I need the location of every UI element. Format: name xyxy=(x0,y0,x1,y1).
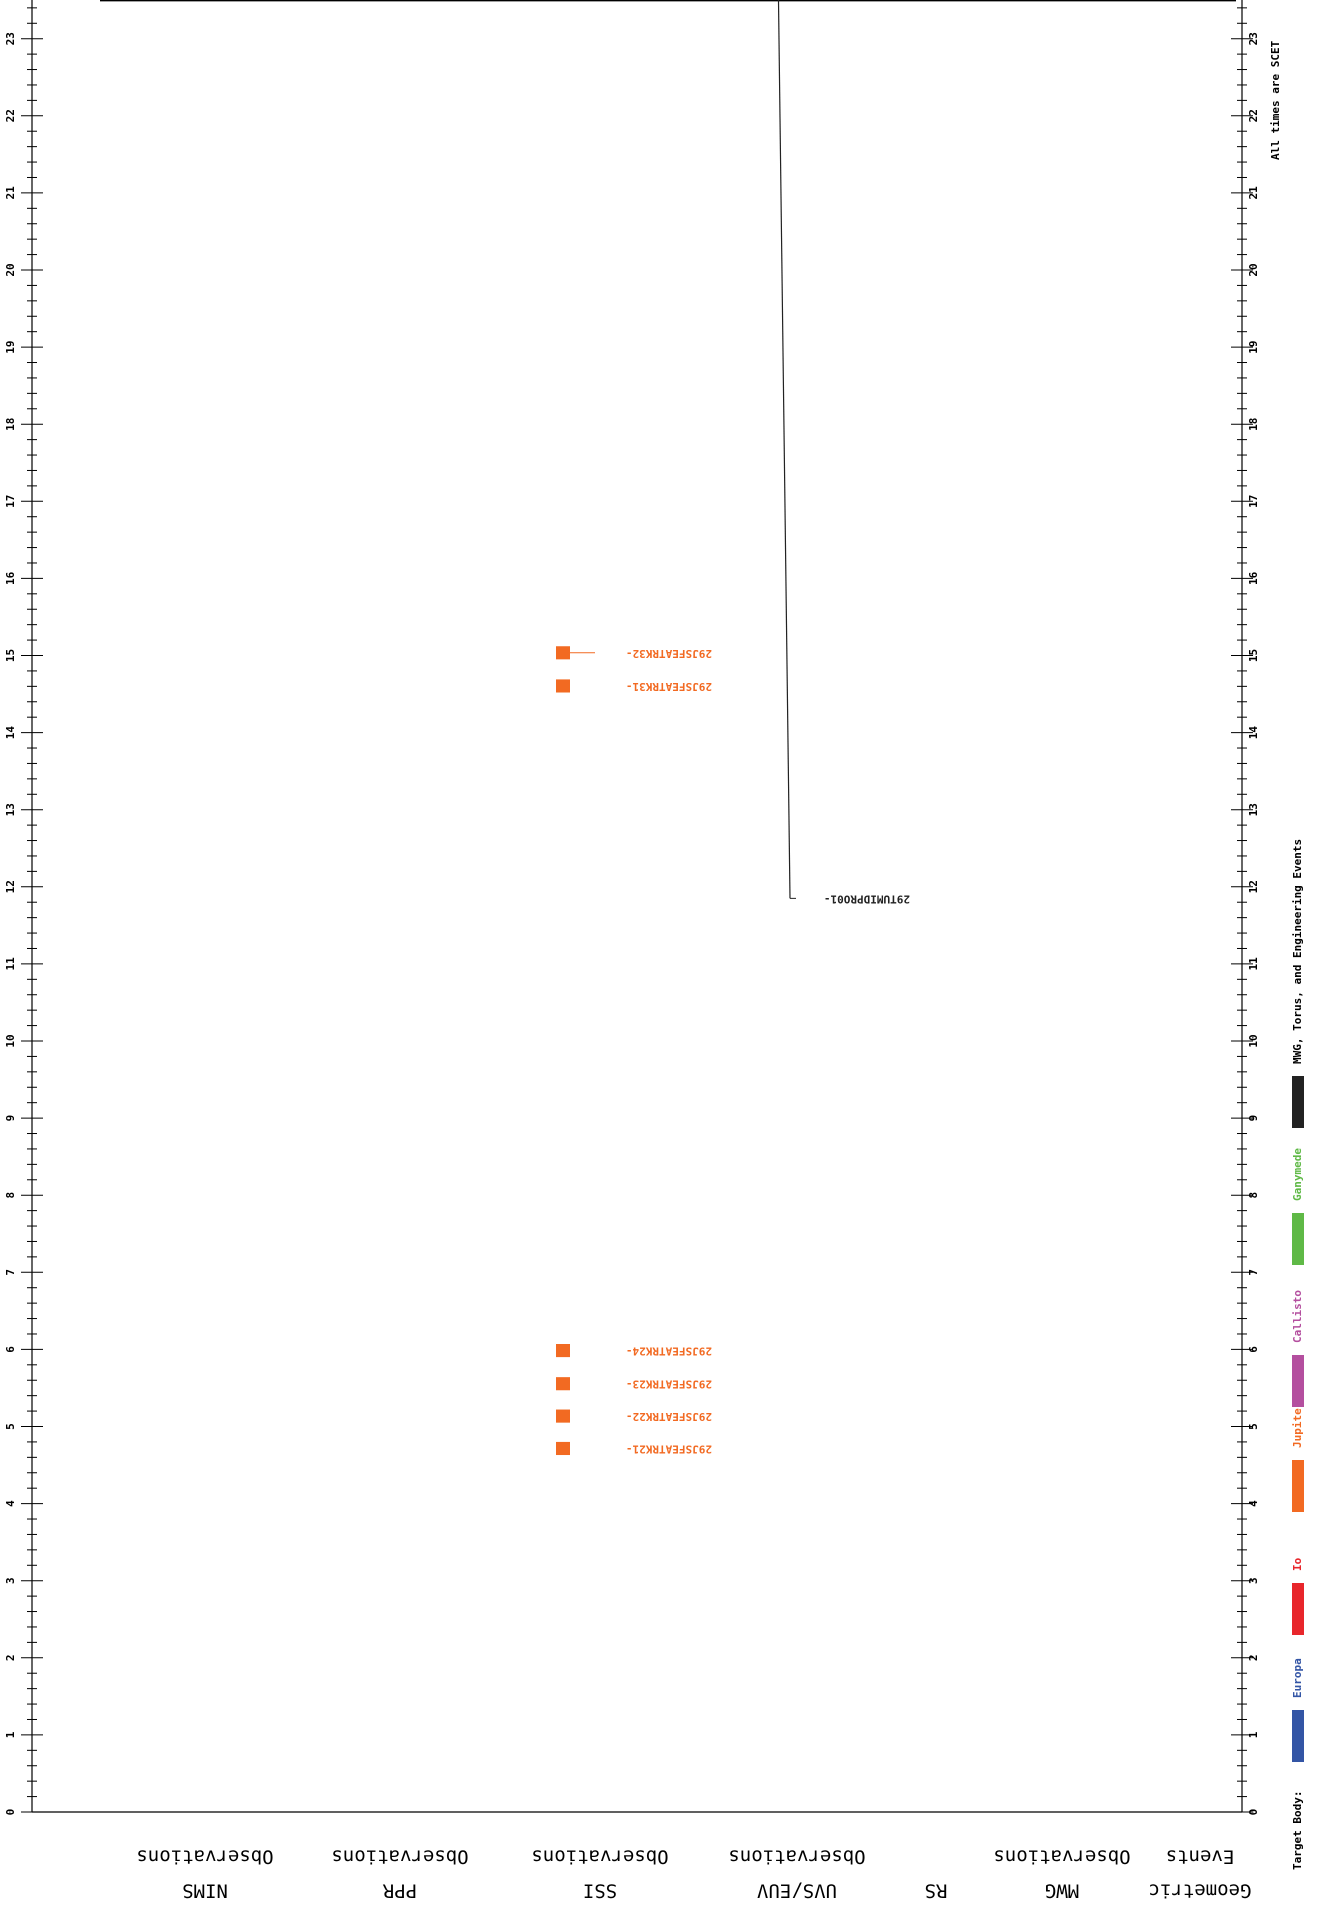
left-tick-label: 6 xyxy=(4,1346,17,1353)
column-subheader-mwg: Observations xyxy=(993,1846,1130,1868)
left-tick-label: 11 xyxy=(4,957,17,971)
left-tick-label: 21 xyxy=(4,186,17,200)
left-tick-label: 12 xyxy=(4,880,17,893)
right-tick-label: 1 xyxy=(1247,1731,1260,1738)
right-tick-label: 17 xyxy=(1247,495,1260,508)
observation-bar xyxy=(556,1377,570,1391)
legend-swatch xyxy=(1292,1076,1304,1128)
right-tick-label: 9 xyxy=(1247,1115,1260,1122)
observation-label: 29JSFEATRK22- xyxy=(626,1410,712,1423)
legend-label: Europa xyxy=(1291,1658,1304,1698)
column-header-nims: NIMS xyxy=(182,1880,228,1902)
left-tick-label: 18 xyxy=(4,418,17,431)
left-tick-label: 2 xyxy=(4,1654,17,1661)
column-subheader-geo: Events xyxy=(1166,1846,1235,1868)
right-tick-label: 12 xyxy=(1247,880,1260,893)
observation-label: 29TUMIDPRO01- xyxy=(824,892,910,905)
column-subheader-ssi: Observations xyxy=(531,1846,668,1868)
right-tick-label: 21 xyxy=(1247,186,1260,200)
left-tick-label: 23 xyxy=(4,32,17,45)
legend-swatch xyxy=(1292,1355,1304,1407)
left-tick-label: 13 xyxy=(4,803,17,816)
left-tick-label: 14 xyxy=(4,726,17,740)
right-tick-label: 4 xyxy=(1247,1500,1260,1507)
left-tick-label: 22 xyxy=(4,109,17,122)
left-tick-label: 0 xyxy=(4,1809,17,1816)
observation-bar xyxy=(556,1409,570,1423)
right-tick-label: 18 xyxy=(1247,418,1260,431)
legend-swatch xyxy=(1292,1710,1304,1762)
left-tick-label: 20 xyxy=(4,263,17,276)
left-tick-label: 9 xyxy=(4,1115,17,1122)
column-subheader-nims: Observations xyxy=(136,1846,273,1868)
left-tick-label: 15 xyxy=(4,649,17,662)
observation-label: 29JSFEATRK21- xyxy=(626,1442,712,1455)
right-tick-label: 6 xyxy=(1247,1346,1260,1353)
right-tick-label: 10 xyxy=(1247,1034,1260,1047)
right-tick-label: 7 xyxy=(1247,1269,1260,1276)
left-tick-label: 1 xyxy=(4,1731,17,1738)
column-header-geo: Geometric xyxy=(1149,1880,1252,1902)
left-tick-label: 10 xyxy=(4,1034,17,1047)
observation-bar xyxy=(556,646,570,660)
legend-swatch xyxy=(1292,1460,1304,1512)
right-tick-label: 20 xyxy=(1247,263,1260,276)
column-subheader-uvs: Observations xyxy=(728,1846,865,1868)
right-tick-label: 2 xyxy=(1247,1654,1260,1661)
left-tick-label: 17 xyxy=(4,495,17,508)
left-tick-label: 3 xyxy=(4,1577,17,1584)
right-tick-label: 16 xyxy=(1247,571,1260,585)
column-header-rs: RS xyxy=(925,1880,948,1902)
right-tick-label: 14 xyxy=(1247,726,1260,740)
left-tick-label: 16 xyxy=(4,571,17,585)
left-tick-label: 19 xyxy=(4,340,17,353)
left-tick-label: 8 xyxy=(4,1192,17,1199)
column-header-ssi: SSI xyxy=(583,1880,617,1902)
observation-line xyxy=(777,0,791,899)
right-tick-label: 11 xyxy=(1247,957,1260,971)
right-tick-label: 0 xyxy=(1247,1809,1260,1816)
right-tick-label: 3 xyxy=(1247,1577,1260,1584)
right-tick-label: 23 xyxy=(1247,32,1260,45)
observation-label: 29JSFEATRK23- xyxy=(626,1378,712,1391)
column-header-ppr: PPR xyxy=(382,1880,417,1902)
legend-label: Callisto xyxy=(1291,1290,1304,1343)
column-header-mwg: MWG xyxy=(1045,1880,1079,1902)
observation-label: 29JSFEATRK24- xyxy=(626,1345,712,1358)
right-tick-label: 22 xyxy=(1247,109,1260,122)
legend-label: Ganymede xyxy=(1291,1148,1304,1201)
right-tick-label: 15 xyxy=(1247,649,1260,662)
legend-swatch xyxy=(1292,1583,1304,1635)
observation-bar xyxy=(556,679,570,693)
legend-swatch xyxy=(1292,1213,1304,1265)
right-tick-label: 13 xyxy=(1247,803,1260,816)
observation-bar xyxy=(556,1441,570,1456)
observation-bar xyxy=(556,1344,570,1358)
scet-note: All times are SCET xyxy=(1269,40,1282,160)
legend-label: Jupiter xyxy=(1291,1401,1304,1448)
right-tick-label: 5 xyxy=(1247,1423,1260,1430)
legend-label: Io xyxy=(1291,1557,1304,1571)
column-subheader-ppr: Observations xyxy=(331,1846,468,1868)
column-header-uvs: UVS/EUV xyxy=(757,1880,837,1902)
right-tick-label: 19 xyxy=(1247,340,1260,353)
right-tick-label: 8 xyxy=(1247,1192,1260,1199)
left-tick-label: 5 xyxy=(4,1423,17,1430)
legend-title: Target Body: xyxy=(1291,1791,1304,1870)
left-tick-label: 4 xyxy=(4,1500,17,1507)
left-tick-label: 7 xyxy=(4,1269,17,1276)
legend-label: MWG, Torus, and Engineering Events xyxy=(1291,839,1304,1064)
observation-label: 29JSFEATRK32- xyxy=(626,647,712,660)
observation-label: 29JSFEATRK31- xyxy=(626,680,712,693)
